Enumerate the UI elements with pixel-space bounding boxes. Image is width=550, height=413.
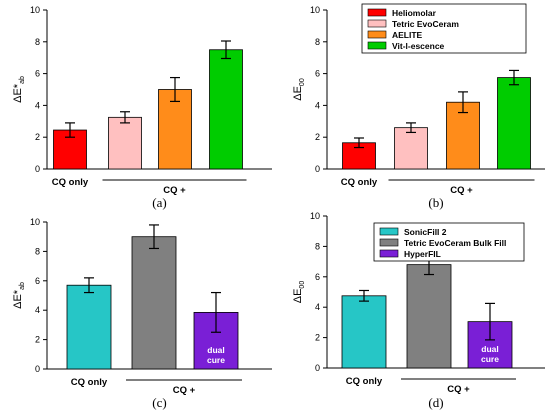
legend-label: Vit-l-escence <box>392 41 445 51</box>
legend-swatch <box>379 227 399 236</box>
y-axis-label-main: ΔE* <box>12 289 24 309</box>
y-tick-label: 8 <box>315 241 320 251</box>
panel-a: 0 2 4 6 8 10 ΔE*ab CQ only CQ +(a) <box>12 5 272 210</box>
group-label: CQ + <box>173 385 196 396</box>
y-tick-label: 10 <box>310 5 320 15</box>
y-axis-label-subscript: ab <box>19 282 26 290</box>
y-tick-label: 2 <box>35 335 40 345</box>
y-tick-label: 2 <box>315 132 320 142</box>
y-tick-label: 8 <box>35 37 40 47</box>
y-tick-label: 2 <box>315 333 320 343</box>
legend-label: SonicFill 2 <box>404 227 447 237</box>
panel-label: (a) <box>152 195 166 210</box>
bar <box>108 116 142 170</box>
group-label: CQ + <box>163 185 186 196</box>
legend-label: Tetric EvoCeram Bulk Fill <box>404 238 506 248</box>
legend-box <box>361 3 527 54</box>
legend-label: HyperFIL <box>404 249 441 259</box>
y-tick-label: 8 <box>315 37 320 47</box>
y-axis-label-subscript: ab <box>19 76 26 84</box>
y-tick-label: 2 <box>35 132 40 142</box>
legend-swatch <box>367 30 387 39</box>
y-tick-label: 6 <box>35 69 40 79</box>
legend-swatch <box>367 41 387 50</box>
panel-label: (d) <box>428 395 443 410</box>
y-tick-label: 10 <box>30 5 40 15</box>
legend-swatch <box>367 8 387 17</box>
bar <box>131 236 177 370</box>
y-tick-label: 10 <box>310 211 320 221</box>
bar <box>341 295 387 369</box>
y-tick-label: 4 <box>35 100 40 110</box>
panel-label: (c) <box>152 395 166 410</box>
legend-label: Heliomolar <box>392 8 437 18</box>
y-tick-label: 0 <box>35 164 40 174</box>
legend-label: Tetric EvoCeram <box>392 19 459 29</box>
bar-inner-label: dual <box>207 345 224 355</box>
group-label: CQ only <box>346 376 383 387</box>
bar <box>497 77 531 170</box>
y-tick-label: 4 <box>315 302 320 312</box>
y-tick-label: 6 <box>315 272 320 282</box>
y-axis-label-main: ΔE <box>292 289 304 304</box>
panel-b: 0 2 4 6 8 10 ΔE00 CQ only CQ + (b) HeliomolarTetri… <box>292 3 545 210</box>
group-label: CQ only <box>341 177 378 188</box>
y-axis-label: ΔE00 <box>292 281 306 304</box>
group-label: CQ only <box>52 177 89 188</box>
panel-label: (b) <box>428 195 443 210</box>
y-axis-label: ΔE*ab <box>12 76 26 103</box>
y-tick-label: 8 <box>35 246 40 256</box>
legend-box <box>373 222 525 262</box>
bar-inner-label: dual <box>481 344 498 354</box>
group-label: CQ only <box>71 377 108 388</box>
y-tick-label: 0 <box>35 364 40 374</box>
y-axis-label-subscript: 00 <box>299 281 306 289</box>
y-tick-label: 0 <box>315 164 320 174</box>
group-label: CQ + <box>447 384 470 395</box>
y-tick-label: 0 <box>315 363 320 373</box>
bar-inner-label: cure <box>481 354 499 364</box>
bar <box>158 89 192 170</box>
group-label: CQ + <box>450 185 473 196</box>
y-axis-label-main: ΔE <box>292 86 304 101</box>
y-tick-label: 4 <box>315 100 320 110</box>
legend-swatch <box>379 238 399 247</box>
bar <box>394 127 428 170</box>
y-tick-label: 6 <box>35 276 40 286</box>
legend-swatch <box>379 249 399 258</box>
bar <box>66 284 112 370</box>
y-axis-label-main: ΔE* <box>12 83 24 103</box>
y-axis-label-subscript: 00 <box>299 78 306 86</box>
y-axis-label: ΔE00 <box>292 78 306 101</box>
legend-label: AELITE <box>392 30 423 40</box>
y-tick-label: 10 <box>30 217 40 227</box>
bar-inner-label: cure <box>207 355 225 365</box>
bar <box>406 264 452 369</box>
legend-swatch <box>367 19 387 28</box>
y-axis-label: ΔE*ab <box>12 282 26 309</box>
y-tick-label: 6 <box>315 69 320 79</box>
bar <box>209 49 243 170</box>
y-tick-label: 4 <box>35 305 40 315</box>
